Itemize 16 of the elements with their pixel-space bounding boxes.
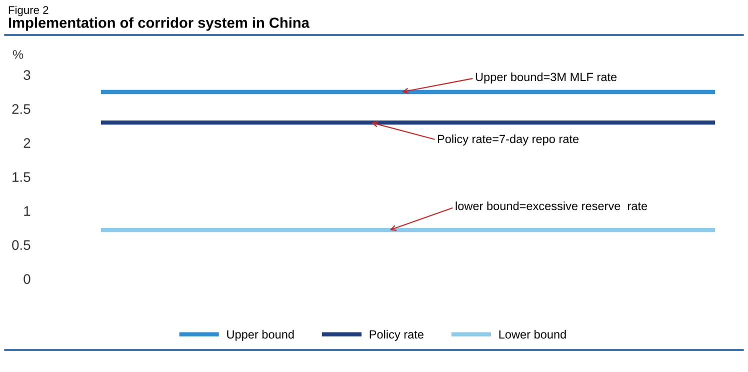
legend-label: Policy rate xyxy=(370,330,424,341)
annotation: Upper bound=3M MLF rate xyxy=(476,72,617,84)
annotation: Policy rate=7-day repo rate xyxy=(438,134,579,146)
y-axis-title: % xyxy=(12,50,24,59)
legend-label: Lower bound xyxy=(499,330,566,339)
y-tick-label: 1 xyxy=(24,206,30,216)
legend-label: Upper bound xyxy=(227,330,294,341)
y-tick-label: 0.5 xyxy=(12,240,30,250)
annotation: lower bound=excessive reserve rate xyxy=(456,201,648,210)
chart-subtitle: Figure 2 xyxy=(8,6,48,16)
y-tick-label: 0 xyxy=(24,274,30,284)
y-tick-label: 2.5 xyxy=(12,104,30,114)
y-tick-label: 2 xyxy=(24,138,30,148)
y-tick-label: 3 xyxy=(24,70,30,80)
y-tick-label: 1.5 xyxy=(12,172,30,182)
chart-title: Implementation of corridor system in China xyxy=(8,17,310,31)
